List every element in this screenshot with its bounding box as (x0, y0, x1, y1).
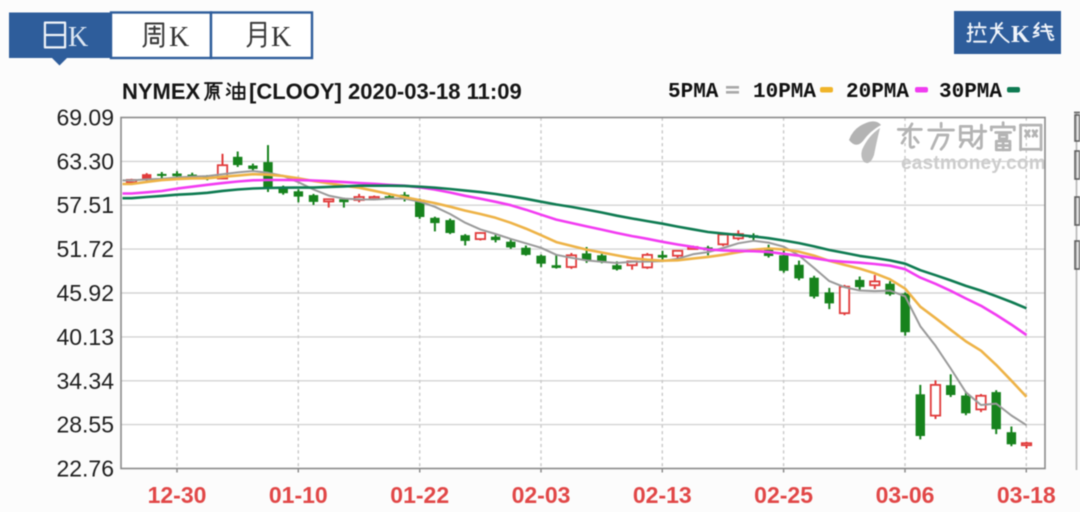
svg-text:63.30: 63.30 (56, 148, 114, 174)
svg-text:51.72: 51.72 (56, 236, 114, 262)
svg-text:01-10: 01-10 (269, 482, 328, 508)
svg-text:57.51: 57.51 (56, 192, 114, 218)
svg-text:20PMA: 20PMA (846, 81, 909, 104)
svg-text:K: K (1011, 22, 1030, 48)
svg-text:K: K (271, 22, 291, 53)
svg-text:10PMA: 10PMA (753, 81, 816, 104)
svg-text:K: K (169, 22, 189, 53)
svg-text:30PMA: 30PMA (939, 81, 1002, 104)
svg-text:02-13: 02-13 (633, 482, 692, 508)
svg-text:28.55: 28.55 (56, 412, 114, 438)
svg-text:02-03: 02-03 (512, 482, 571, 508)
svg-text:01-22: 01-22 (390, 482, 449, 508)
svg-text:NYMEX: NYMEX (122, 79, 201, 104)
svg-text:eastmoney.com: eastmoney.com (901, 153, 1046, 174)
svg-text:5PMA: 5PMA (668, 81, 719, 104)
svg-text:34.34: 34.34 (56, 368, 114, 394)
svg-text:[CLOOY] 2020-03-18 11:09: [CLOOY] 2020-03-18 11:09 (249, 79, 522, 104)
svg-text:12-30: 12-30 (148, 482, 207, 508)
svg-text:22.76: 22.76 (56, 456, 114, 482)
svg-text:K: K (68, 22, 88, 53)
svg-text:03-18: 03-18 (997, 482, 1056, 508)
svg-text:03-06: 03-06 (876, 482, 935, 508)
svg-text:69.09: 69.09 (56, 105, 114, 131)
svg-text:45.92: 45.92 (56, 280, 114, 306)
svg-text:02-25: 02-25 (754, 482, 813, 508)
svg-text:40.13: 40.13 (56, 324, 114, 350)
